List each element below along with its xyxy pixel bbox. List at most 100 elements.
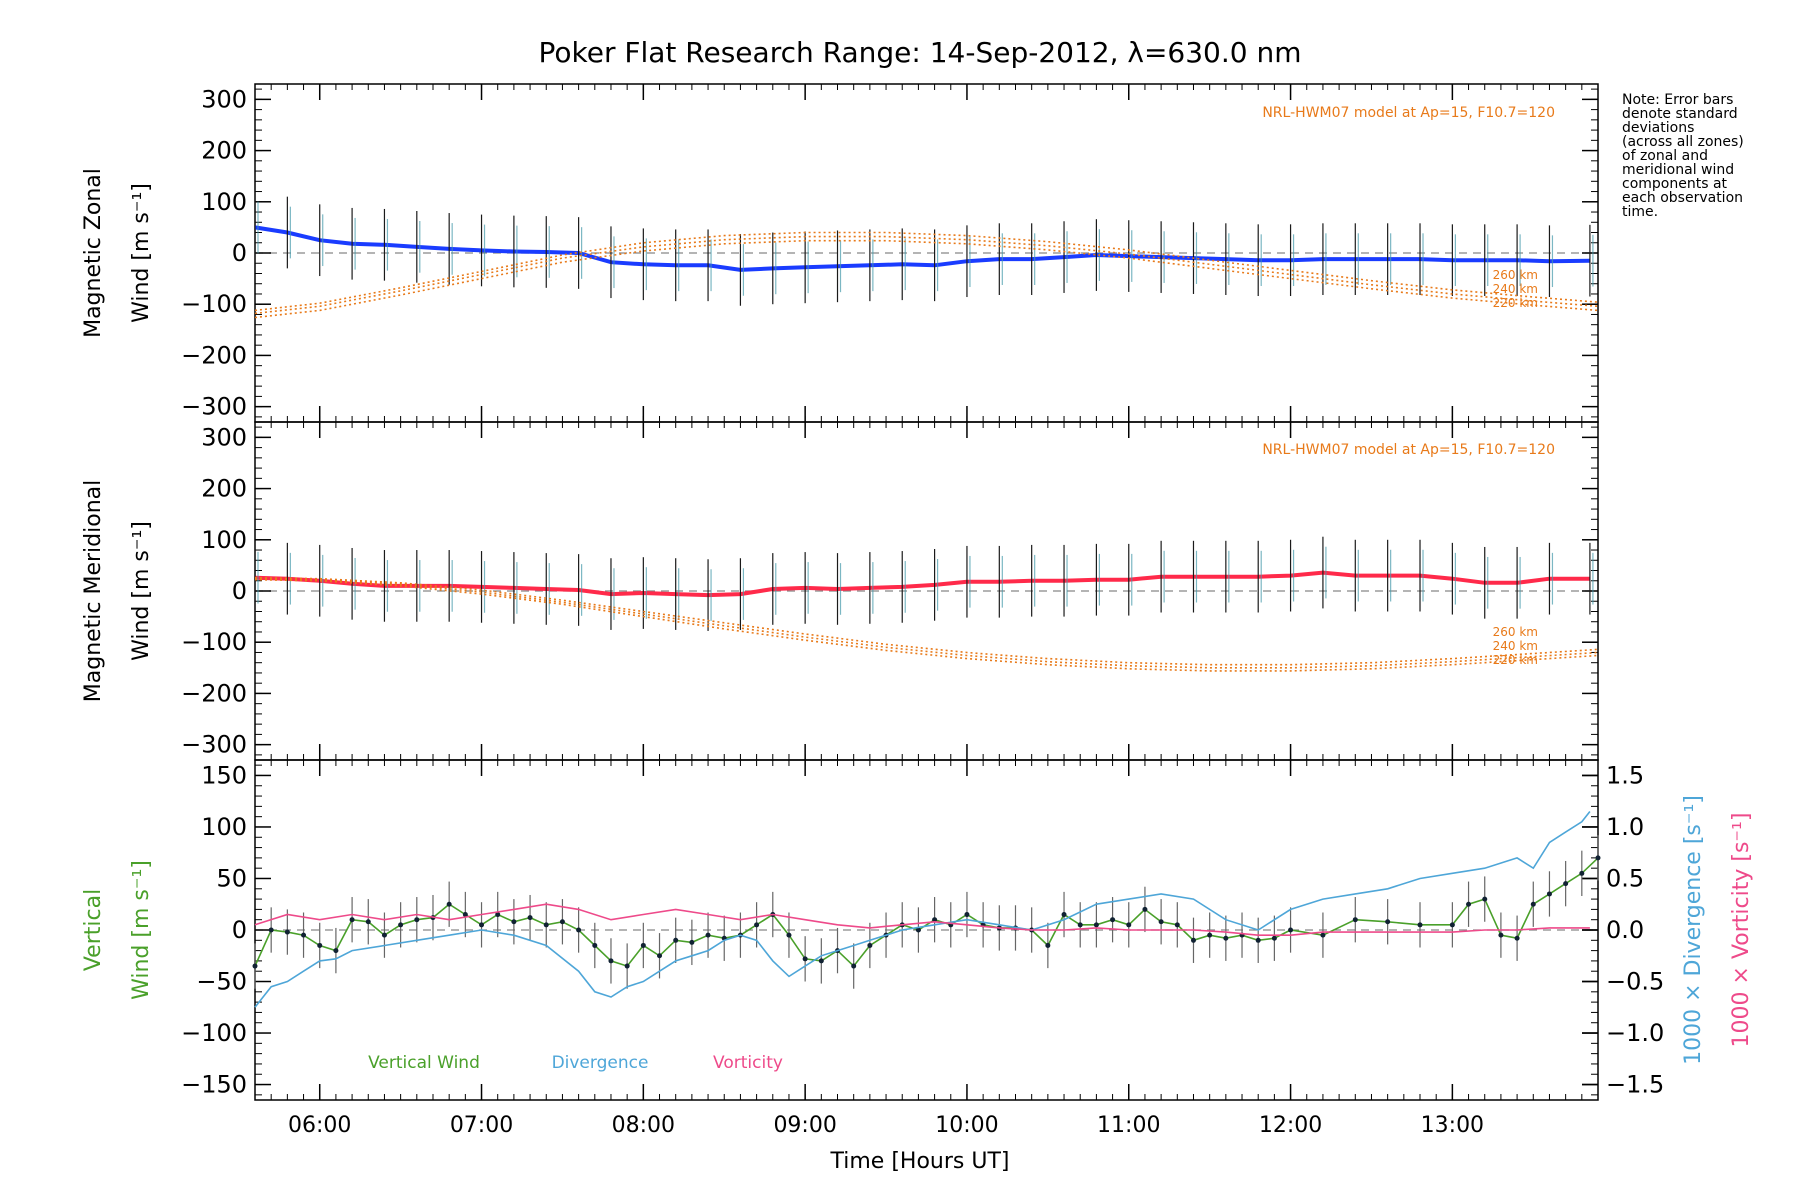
data-point [1530,901,1536,907]
data-point [1417,922,1423,928]
data-point [754,922,760,928]
meridional-mean-wind-line [254,570,1590,598]
zonal-model-240-km-line [254,235,1599,315]
vertical-divergence-line [254,811,1591,1008]
y-tick-label: 0 [232,239,247,267]
y2-tick-label: 1.5 [1606,761,1644,789]
data-point [1061,912,1067,918]
data-point [1255,937,1261,943]
note-line: (across all zones) [1622,134,1744,150]
legend-divergence: Divergence [552,1053,649,1073]
model-altitude-label: 240 km [1493,282,1538,296]
vertical-vorticity-line [254,903,1590,937]
data-point [673,937,679,943]
vertical-y-label-line1: Vertical [81,889,106,971]
y-tick-label: 300 [201,423,247,451]
meridional-model-240-km-line [254,577,1599,669]
legend-vorticity: Vorticity [713,1053,783,1073]
data-point [1498,932,1504,938]
data-point [301,932,307,938]
y-tick-label: 200 [201,475,247,503]
model-altitude-label: 220 km [1493,653,1538,667]
note-line: meridional wind [1622,162,1735,178]
x-tick-label: 12:00 [1259,1113,1322,1138]
data-point [657,953,663,959]
model-altitude-label: 260 km [1493,625,1538,639]
data-point [462,912,468,918]
meridional-model-label: NRL-HWM07 model at Ap=15, F10.7=120 [1262,442,1555,458]
data-point [1207,932,1213,938]
data-point [284,929,290,935]
model-altitude-label: 220 km [1493,296,1538,310]
data-point [252,963,258,969]
data-point [1288,927,1294,933]
data-point [1093,922,1099,928]
x-tick-label: 07:00 [450,1113,513,1138]
data-point [349,917,355,923]
data-point [851,963,857,969]
note-line: of zonal and [1622,148,1708,164]
data-point [1077,922,1083,928]
y-tick-label: 0 [232,577,247,605]
data-point [527,915,533,921]
note-line: Note: Error bars [1622,92,1734,108]
zonal-mean-wind-line [254,225,1590,272]
model-altitude-label: 240 km [1493,639,1538,653]
x-tick-label: 06:00 [288,1113,351,1138]
y2-tick-label: −1.0 [1606,1019,1664,1047]
y-tick-label: −100 [181,1019,247,1047]
data-point [802,956,808,962]
data-point [1449,922,1455,928]
y-tick-label: 100 [201,188,247,216]
data-point [932,917,938,923]
legend-vertical-wind: Vertical Wind [368,1053,480,1073]
data-point [1190,937,1196,943]
vertical-vertical-wind-line [254,857,1599,968]
chart-title: Poker Flat Research Range: 14-Sep-2012, … [539,36,1302,69]
vertical-y-axis: 150 100 50 0 −50 −100 −150 [181,761,1598,1099]
meridional-model-220-km-line [254,578,1599,672]
data-point [1110,917,1116,923]
x-tick-label: 11:00 [1097,1113,1160,1138]
data-point [818,958,824,964]
note-line: denote standard [1622,106,1738,122]
data-point [1126,922,1132,928]
y-tick-label: −50 [196,968,247,996]
data-point [365,919,371,925]
data-point [1158,919,1164,925]
error-bar-note: Note: Error bars denote standard deviati… [1622,93,1792,219]
y2-tick-label: 1.0 [1606,813,1644,841]
y-tick-label: −200 [181,679,247,707]
data-point [915,927,921,933]
data-point [624,963,630,969]
zonal-model-220-km-line [254,239,1599,319]
data-point [1466,901,1472,907]
x-axis-label: Time [Hours UT] [830,1149,1010,1174]
data-point [268,927,274,933]
data-point [1271,935,1277,941]
y-tick-label: 100 [201,813,247,841]
note-line: components at [1622,176,1728,192]
data-point [608,958,614,964]
y2-tick-label: −0.5 [1606,968,1664,996]
note-line: time. [1622,204,1659,220]
y-tick-label: −300 [181,393,247,421]
data-point [317,942,323,948]
zonal-y-label-line1: Magnetic Zonal [81,168,106,338]
data-point [1482,896,1488,902]
data-point [1546,891,1552,897]
data-point [1142,906,1148,912]
divergence-y2-label: 1000 × Divergence [s⁻¹] [1681,795,1706,1065]
data-point [1579,870,1585,876]
zonal-model-260-km-line [254,231,1599,312]
zonal-y-label-line2: Wind [m s⁻¹] [129,183,154,323]
y2-tick-label: −1.5 [1606,1071,1664,1099]
data-point [543,922,549,928]
vorticity-y2-label: 1000 × Vorticity [s⁻¹] [1729,813,1754,1048]
y2-tick-label: 0.5 [1606,864,1644,892]
y-tick-label: 50 [216,864,247,892]
x-tick-label: 10:00 [935,1113,998,1138]
data-point [1045,942,1051,948]
data-point [333,948,339,954]
